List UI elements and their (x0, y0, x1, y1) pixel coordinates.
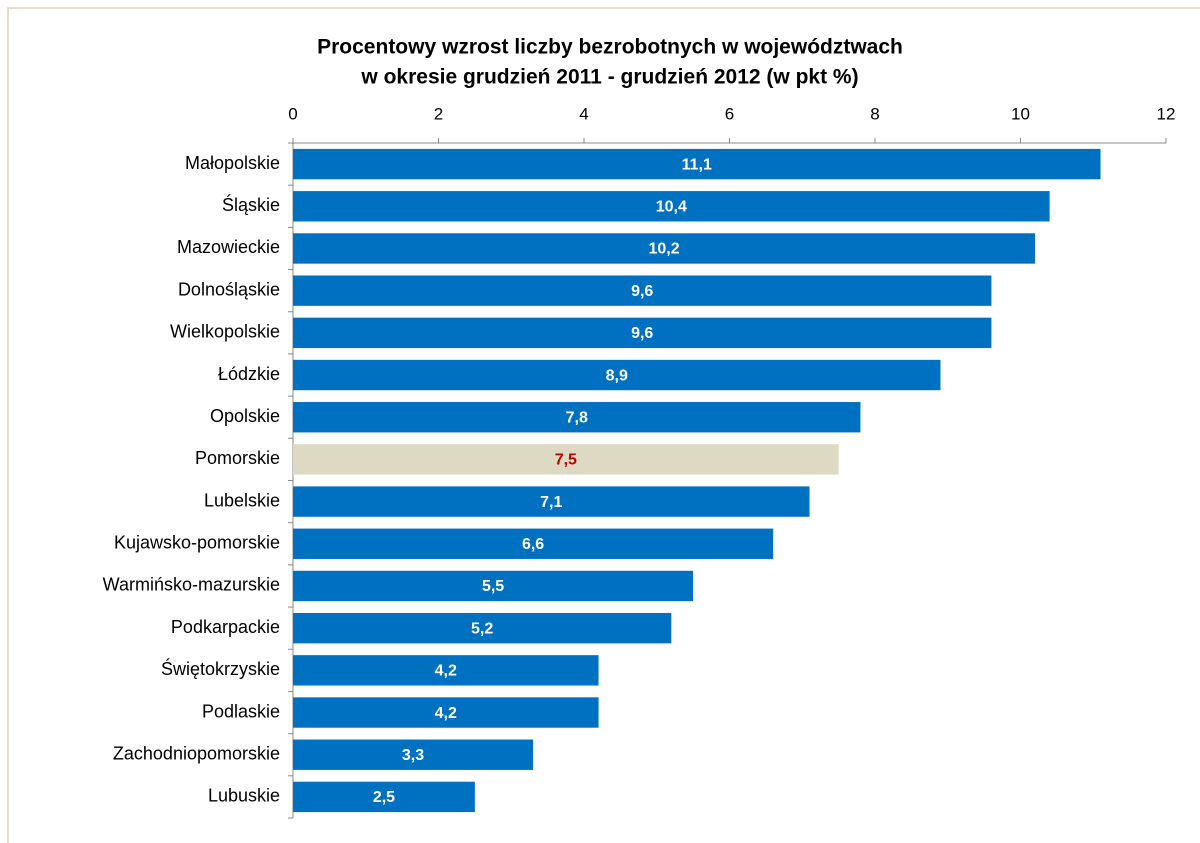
value-label: 8,9 (606, 367, 628, 384)
value-label: 9,6 (631, 325, 653, 342)
bar (293, 275, 992, 306)
y-tick-label: Opolskie (210, 406, 280, 426)
bar (293, 233, 1036, 264)
y-tick-label: Podlaskie (202, 701, 280, 721)
chart-title: Procentowy wzrost liczby bezrobotnych w … (317, 36, 903, 59)
bar (293, 781, 475, 813)
value-label: 7,5 (555, 452, 577, 469)
x-tick-label: 8 (870, 104, 879, 123)
x-tick-label: 2 (434, 104, 443, 123)
y-tick-label: Małopolskie (185, 153, 280, 173)
y-tick-label: Łódzkie (218, 364, 280, 384)
x-tick-label: 0 (288, 104, 297, 123)
frame (7, 7, 1200, 843)
y-tick-label: Warmińsko-mazurskie (103, 575, 280, 595)
bar (293, 570, 694, 602)
value-label: 9,6 (631, 283, 653, 300)
bar (293, 739, 534, 770)
bar (293, 697, 599, 728)
y-tick-label: Kujawsko-pomorskie (114, 533, 280, 553)
y-tick-label: Świętokrzyskie (161, 658, 280, 679)
bar (293, 148, 1101, 180)
y-tick-label: Podkarpackie (171, 617, 280, 637)
bar (293, 655, 599, 686)
y-tick-label: Dolnośląskie (178, 279, 280, 299)
value-label: 4,2 (435, 705, 457, 722)
value-label: 7,8 (566, 409, 588, 426)
value-label: 5,2 (471, 620, 493, 637)
value-label: 2,5 (373, 789, 395, 806)
bar (293, 486, 810, 517)
value-label: 11,1 (682, 156, 712, 173)
y-tick-label: Lubelskie (204, 490, 280, 510)
x-tick-label: 6 (725, 104, 734, 123)
y-tick-label: Zachodniopomorskie (113, 743, 280, 763)
value-label: 10,4 (656, 199, 687, 216)
x-tick-label: 12 (1157, 104, 1176, 123)
value-label: 7,1 (540, 494, 562, 511)
x-tick-label: 4 (579, 104, 588, 123)
y-tick-label: Pomorskie (195, 448, 280, 468)
y-tick-label: Śląskie (222, 194, 280, 215)
y-tick-label: Lubuskie (208, 786, 280, 806)
bar (293, 191, 1050, 222)
value-label: 6,6 (522, 536, 544, 553)
bar (293, 402, 861, 433)
bar (293, 528, 774, 559)
bar (293, 359, 941, 391)
y-tick-label: Mazowieckie (177, 237, 280, 257)
value-label: 5,5 (482, 578, 504, 595)
value-label: 4,2 (435, 663, 457, 680)
bar (293, 444, 839, 475)
y-tick-label: Wielkopolskie (170, 322, 280, 342)
bar (293, 317, 992, 349)
value-label: 3,3 (402, 747, 424, 764)
chart-title: w okresie grudzień 2011 - grudzień 2012 … (360, 66, 858, 89)
x-tick-label: 10 (1011, 104, 1030, 123)
bar (293, 612, 672, 644)
value-label: 10,2 (648, 241, 679, 258)
